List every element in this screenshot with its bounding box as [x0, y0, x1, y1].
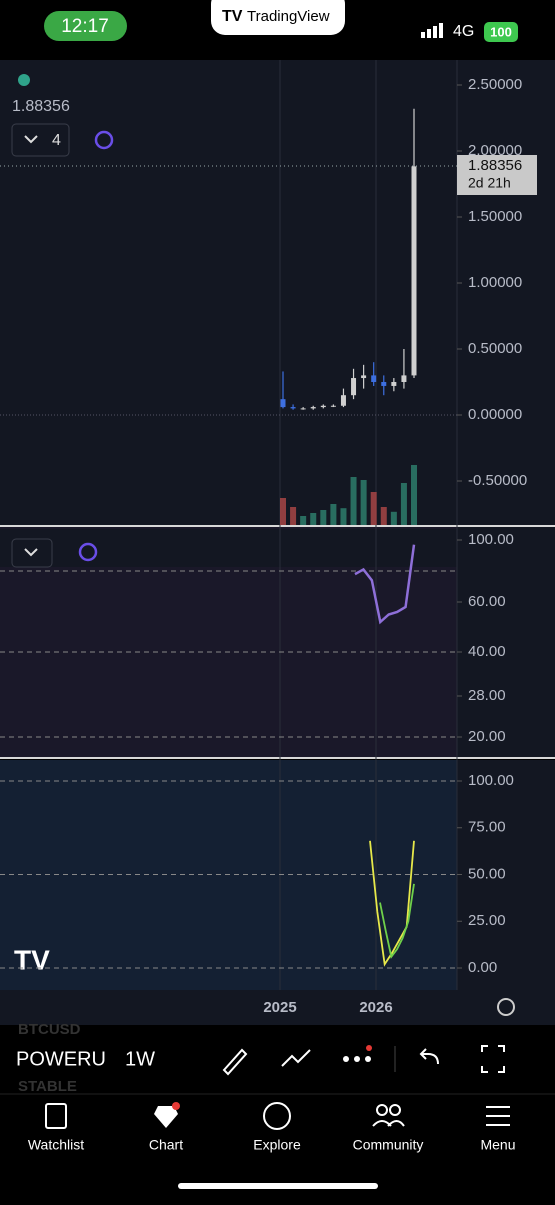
trend-tool[interactable] — [281, 1049, 311, 1067]
draw-tool[interactable] — [222, 1048, 248, 1076]
y-tick-label: 25.00 — [468, 912, 506, 929]
y-tick-label: 0.00000 — [468, 406, 522, 423]
volume-bar — [290, 507, 297, 525]
ghost-symbol: STABLE — [18, 1078, 77, 1095]
tab-icon — [154, 1106, 178, 1128]
candle-body — [391, 382, 397, 386]
candle-body — [381, 382, 387, 386]
time-axis — [0, 990, 555, 1025]
tab-icon — [45, 1103, 67, 1129]
last-price: 1.88356 — [12, 98, 70, 115]
brand-logo: TV — [222, 8, 243, 25]
battery-level: 100 — [490, 24, 512, 39]
tv-watermark: TV — [14, 944, 50, 975]
stoch-line — [379, 883, 415, 959]
y-tick-label: 100.00 — [468, 772, 514, 789]
ghost-symbol: BTCUSD — [18, 1021, 81, 1038]
clock: 12:17 — [61, 16, 109, 37]
stoch-axis — [457, 760, 555, 990]
candle-body — [340, 395, 346, 406]
volume-bar — [340, 508, 347, 525]
candle-body — [371, 375, 377, 382]
status-dot — [18, 74, 30, 86]
y-tick-label: 0.00 — [468, 959, 497, 976]
y-tick-label: 75.00 — [468, 819, 506, 836]
candle-body — [310, 407, 316, 409]
volume-bar — [400, 483, 407, 525]
signal — [421, 23, 443, 38]
settings-icon[interactable] — [497, 998, 515, 1016]
y-tick-label: 60.00 — [468, 593, 506, 610]
y-tick-label: 100.00 — [468, 531, 514, 548]
volume-bar — [320, 510, 327, 525]
chevron — [24, 548, 38, 557]
tab-icon — [263, 1102, 291, 1130]
candle-body — [290, 407, 296, 409]
volume-bar — [370, 492, 377, 525]
rsi-line — [354, 544, 416, 625]
price-pane — [0, 60, 555, 525]
volume-bar — [300, 516, 307, 525]
volume-bar — [360, 480, 367, 525]
y-tick-label: 2.00000 — [468, 142, 522, 159]
y-tick-label: 2.50000 — [468, 76, 522, 93]
indicator-toggle[interactable] — [11, 123, 70, 157]
chevron — [24, 135, 38, 144]
candle-body — [401, 375, 407, 382]
rsi-axis — [457, 527, 555, 757]
volume-bar — [310, 513, 317, 525]
fullscreen[interactable] — [481, 1045, 505, 1073]
candle-body — [280, 399, 286, 408]
price-tag — [457, 155, 537, 195]
notification-dot — [172, 1102, 180, 1110]
volume-bar — [330, 504, 337, 525]
candle-body — [351, 378, 357, 396]
candle-body — [330, 405, 336, 407]
sync-icon[interactable] — [94, 130, 114, 150]
volume-bar — [350, 477, 357, 525]
tab-label[interactable]: Chart — [149, 1137, 183, 1153]
y-tick-label: 0.50000 — [468, 340, 522, 357]
volume-bar — [411, 465, 417, 525]
tab-icon — [486, 1106, 510, 1126]
tab-label[interactable]: Explore — [253, 1137, 301, 1153]
battery — [484, 22, 518, 42]
sync-icon[interactable] — [78, 542, 98, 562]
y-tick-label: 28.00 — [468, 687, 506, 704]
volume-bar — [390, 511, 397, 525]
candle-body — [300, 408, 306, 410]
y-tick-label: -0.50000 — [468, 472, 527, 489]
y-tick-label: 20.00 — [468, 728, 506, 745]
countdown: 2d 21h — [468, 175, 511, 191]
volume-bar — [380, 507, 387, 525]
brand-name: TradingView — [247, 8, 330, 25]
time-pill — [44, 11, 127, 41]
symbol[interactable]: POWERU — [16, 1048, 106, 1070]
y-tick-label: 50.00 — [468, 865, 506, 882]
volume-bar — [280, 498, 286, 525]
undo[interactable] — [419, 1048, 439, 1065]
home-indicator — [178, 1183, 378, 1189]
tab-icon — [372, 1104, 405, 1127]
tab-label[interactable]: Menu — [480, 1137, 515, 1153]
tab-label[interactable]: Watchlist — [28, 1137, 84, 1153]
rsi-top — [0, 529, 457, 567]
y-tick-label: 40.00 — [468, 643, 506, 660]
interval[interactable]: 1W — [125, 1048, 155, 1070]
more-tools[interactable] — [343, 1045, 372, 1062]
x-tick-label: 2025 — [263, 999, 296, 1016]
brand-pill — [211, 0, 345, 35]
price-tag-value: 1.88356 — [468, 157, 522, 174]
y-tick-label: 1.50000 — [468, 208, 522, 225]
tab-label[interactable]: Community — [353, 1137, 424, 1153]
candle-body — [411, 166, 417, 376]
indicator-count: 4 — [52, 132, 61, 149]
y-tick-label: 1.00000 — [468, 274, 522, 291]
x-tick-label: 2026 — [359, 999, 392, 1016]
rsi-toggle[interactable] — [11, 538, 53, 568]
candle-body — [361, 375, 367, 379]
candle-body — [320, 405, 326, 408]
network: 4G — [453, 23, 474, 40]
